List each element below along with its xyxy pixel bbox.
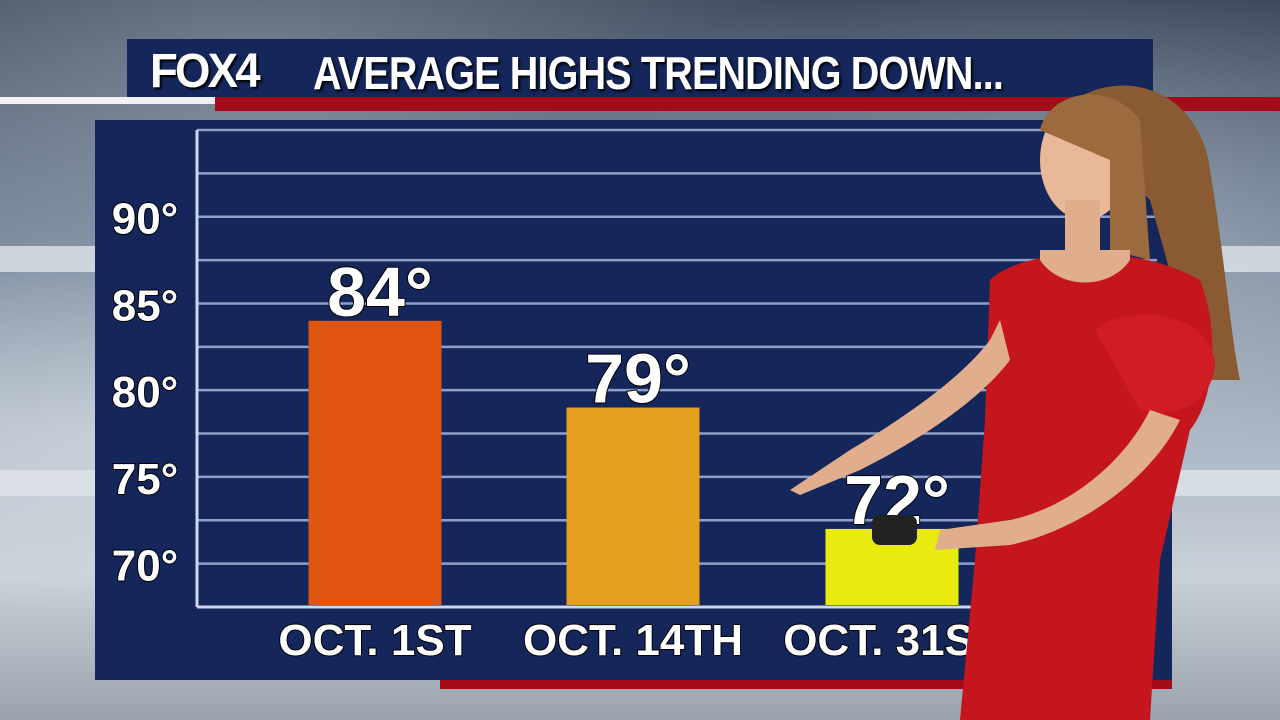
y-tick-label: 90°	[112, 195, 179, 244]
x-category-label: OCT. 1ST	[278, 616, 471, 665]
y-tick-label: 70°	[112, 542, 179, 591]
y-tick-label: 80°	[112, 368, 179, 417]
red-stripe	[215, 97, 1280, 111]
page-title: AVERAGE HIGHS TRENDING DOWN...	[313, 47, 1004, 99]
bar-value-label: 79°	[585, 340, 691, 418]
white-stripe	[0, 97, 215, 104]
fox4-logo: FOX4	[150, 45, 261, 98]
y-tick-label: 75°	[112, 455, 179, 504]
presenter	[790, 85, 1240, 720]
bottom-red-stripe	[440, 680, 1172, 689]
bar	[308, 320, 442, 605]
x-category-label: OCT. 14TH	[523, 616, 743, 665]
x-category-label: OCT. 31ST	[783, 616, 1001, 665]
y-tick-label: 85°	[112, 281, 179, 330]
bar-value-label: 84°	[327, 253, 433, 331]
title-bar	[127, 39, 1153, 99]
bar	[566, 407, 700, 605]
